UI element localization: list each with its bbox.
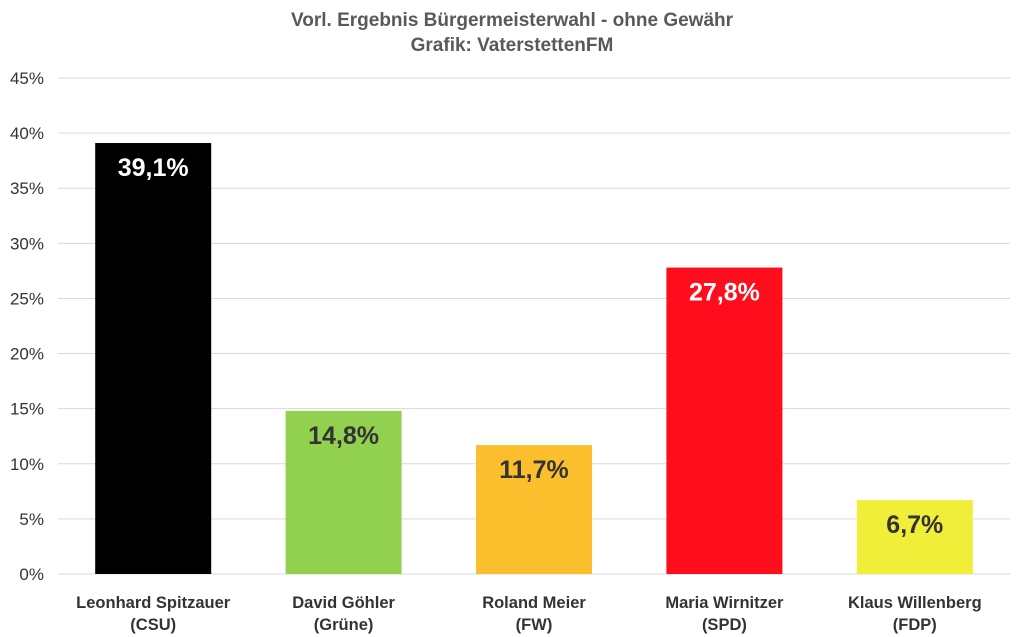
- x-tick-label-party: (Grüne): [314, 616, 374, 634]
- x-tick-label-name: Klaus Willenberg: [848, 594, 982, 612]
- bar: [856, 500, 973, 574]
- chart-subtitle: Grafik: VaterstettenFM: [411, 35, 614, 56]
- x-tick-label-name: Maria Wirnitzer: [665, 594, 784, 612]
- data-label: 11,7%: [499, 456, 569, 484]
- y-tick-label: 15%: [10, 400, 44, 419]
- data-label: 27,8%: [689, 279, 760, 307]
- bars: 39,1% 14,8% 11,7% 27,8% 6,7%: [95, 143, 973, 574]
- bar: [476, 445, 592, 574]
- y-tick-label: 0%: [19, 565, 44, 584]
- y-tick-label: 40%: [10, 124, 44, 143]
- x-tick-label-party: (FW): [516, 616, 553, 634]
- x-tick-label-name: Leonhard Spitzauer: [76, 594, 231, 612]
- data-label: 14,8%: [308, 422, 379, 450]
- x-tick-label-party: (FDP): [893, 616, 937, 634]
- y-tick-label: 30%: [10, 234, 44, 253]
- bar: [666, 267, 783, 574]
- data-label: 39,1%: [118, 154, 189, 182]
- bar: [285, 410, 402, 574]
- x-axis-labels: Leonhard Spitzauer (CSU) David Göhler (Grün…: [76, 594, 981, 634]
- bar: [95, 143, 212, 574]
- y-tick-label: 35%: [10, 179, 44, 198]
- y-tick-label: 20%: [10, 345, 44, 364]
- x-tick-label-party: (CSU): [130, 616, 176, 634]
- x-tick-label-name: David Göhler: [292, 594, 395, 612]
- y-axis-ticks: 0% 5% 10% 15% 20% 25% 30% 35% 40% 45%: [10, 69, 44, 584]
- y-tick-label: 45%: [10, 69, 44, 88]
- y-tick-label: 5%: [19, 510, 44, 529]
- x-tick-label-name: Roland Meier: [482, 594, 586, 612]
- y-tick-label: 10%: [10, 455, 44, 474]
- data-label: 6,7%: [886, 511, 943, 539]
- y-tick-label: 25%: [10, 289, 44, 308]
- gridlines: [58, 77, 1010, 575]
- chart-title: Vorl. Ergebnis Bürgermeisterwahl - ohne …: [291, 10, 734, 31]
- x-tick-label-party: (SPD): [702, 616, 747, 634]
